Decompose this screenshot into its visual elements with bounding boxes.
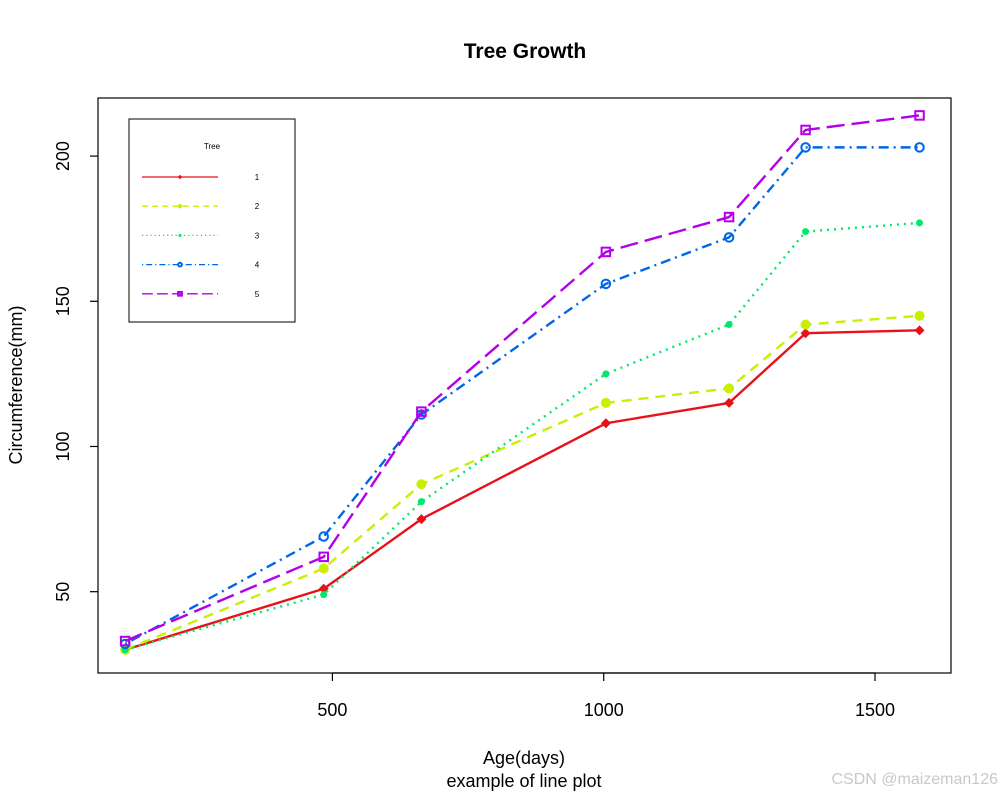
- data-point: [723, 232, 735, 243]
- data-point: [600, 278, 612, 290]
- y-axis-label: Circumference(mm): [6, 305, 26, 464]
- data-point: [178, 233, 182, 237]
- legend-label: 4: [255, 261, 260, 270]
- data-point: [177, 290, 183, 297]
- data-point: [318, 531, 329, 542]
- data-point: [119, 635, 131, 647]
- series-line: [124, 314, 920, 651]
- y-tick-label: 50: [53, 582, 73, 602]
- legend-entry: 2: [142, 202, 260, 211]
- x-tick-label: 1000: [584, 700, 624, 720]
- data-point: [914, 325, 925, 336]
- data-point: [318, 551, 329, 563]
- x-axis: 500 1000 1500: [317, 672, 895, 720]
- legend-label: 2: [255, 202, 260, 211]
- data-point: [320, 591, 328, 599]
- legend-entry: 3: [142, 231, 260, 240]
- legend-title: Tree: [204, 142, 221, 151]
- y-axis: 50 100 150 200: [53, 141, 98, 602]
- chart-subtitle: example of line plot: [446, 771, 601, 791]
- data-point: [416, 479, 427, 490]
- legend-label: 1: [255, 173, 260, 182]
- legend-label: 5: [255, 290, 260, 299]
- series-line: [124, 146, 920, 646]
- legend-entry: 5: [142, 290, 260, 299]
- data-point: [914, 310, 925, 321]
- x-tick-label: 1500: [855, 700, 895, 720]
- data-point: [724, 383, 735, 394]
- data-point: [416, 406, 427, 417]
- y-tick-label: 200: [53, 141, 73, 171]
- legend: Tree 1 2 3 4 5: [128, 118, 296, 323]
- series-2: [120, 310, 925, 655]
- legend-entry: 4: [142, 261, 260, 270]
- legend-label: 3: [255, 231, 260, 240]
- data-point: [417, 498, 425, 506]
- data-point: [800, 124, 811, 136]
- y-tick-label: 150: [53, 286, 73, 316]
- series-1: [120, 325, 925, 655]
- data-point: [914, 110, 925, 121]
- data-point: [723, 211, 735, 223]
- data-point: [914, 142, 925, 153]
- series-5: [119, 110, 925, 647]
- data-point: [800, 142, 811, 153]
- data-point: [177, 204, 183, 209]
- data-point: [800, 319, 811, 330]
- data-point: [800, 328, 811, 339]
- data-point: [177, 261, 183, 268]
- y-tick-label: 100: [53, 431, 73, 461]
- watermark: CSDN @maizeman126: [831, 771, 998, 788]
- data-point: [724, 397, 735, 408]
- data-point: [177, 174, 183, 180]
- legend-box: [128, 118, 296, 323]
- data-point: [916, 219, 924, 227]
- legend-entries: 1 2 3 4 5: [142, 173, 260, 299]
- chart-title: Tree Growth: [464, 40, 587, 63]
- data-point: [600, 246, 612, 258]
- data-point: [318, 563, 329, 574]
- series-layer: [119, 110, 925, 655]
- x-axis-label: Age(days): [483, 748, 565, 768]
- legend-entry: 1: [142, 173, 260, 182]
- data-point: [600, 418, 611, 429]
- data-point: [802, 228, 810, 236]
- data-point: [600, 397, 611, 408]
- data-point: [602, 370, 610, 378]
- series-3: [121, 219, 924, 654]
- x-tick-label: 500: [317, 700, 347, 720]
- data-point: [725, 321, 733, 329]
- data-point: [416, 514, 427, 525]
- series-line: [124, 114, 920, 643]
